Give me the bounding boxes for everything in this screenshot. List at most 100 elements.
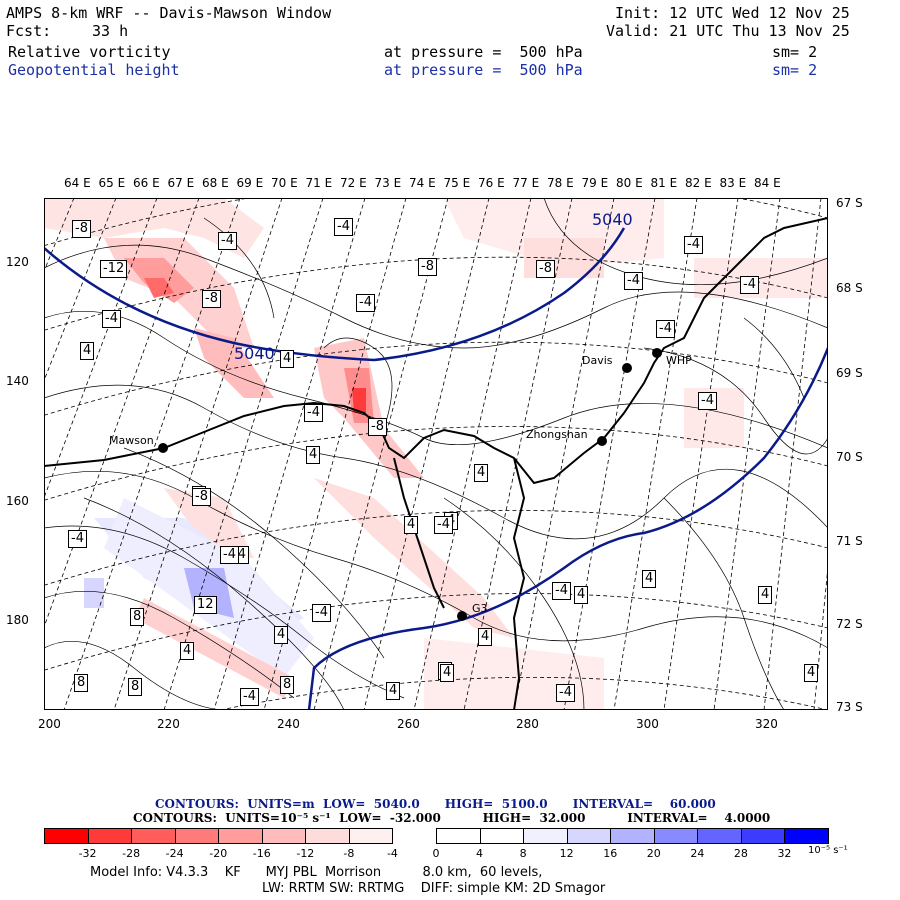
contour-label: 4	[474, 464, 489, 482]
longitude-label: 80 E	[616, 176, 643, 190]
x-tick-label: 260	[397, 717, 420, 731]
x-tick-label: 280	[516, 717, 539, 731]
station-marker	[652, 348, 662, 358]
color-bar-swatch	[697, 828, 742, 844]
contour-label: -12	[100, 260, 128, 278]
color-bar-label: -4	[386, 847, 398, 860]
y-tick-label: 180	[6, 613, 29, 627]
forecast-label: Fcst:	[6, 22, 52, 40]
contour-label: 12	[194, 596, 217, 614]
color-bar-swatch	[261, 828, 307, 844]
vorticity-contours	[44, 198, 828, 710]
station-marker	[622, 363, 632, 373]
color-bar-label: -20	[209, 847, 228, 860]
contour-label: -8	[536, 260, 555, 278]
map-frame	[44, 198, 828, 710]
height-contour-info: CONTOURS: UNITS=m LOW= 5040.0 HIGH= 5100…	[155, 797, 716, 811]
contour-label: -4	[624, 272, 643, 290]
station-label: G3	[472, 602, 488, 615]
latitude-label: 70 S	[836, 450, 863, 464]
color-bar-swatch	[653, 828, 699, 844]
color-bar-swatch	[348, 828, 394, 844]
color-bar-swatch	[436, 828, 481, 844]
color-bar-swatch	[784, 828, 829, 844]
station-label: Zhongshan	[526, 428, 588, 441]
station-label: Davis	[582, 354, 613, 367]
contour-label: -4	[656, 320, 675, 338]
contour-label: -8	[368, 418, 387, 436]
latitude-label: 69 S	[836, 366, 863, 380]
geopotential-contours	[44, 227, 828, 710]
init-time: Init: 12 UTC Wed 12 Nov 25	[615, 4, 850, 22]
color-bar-swatch	[479, 828, 525, 844]
longitude-label: 79 E	[581, 176, 609, 190]
station-marker	[158, 443, 168, 453]
station-label: Mawson	[109, 434, 154, 447]
longitude-label: 71 E	[305, 176, 333, 190]
contour-label: 4	[274, 626, 289, 644]
map-panel: -8 -4 -4 -12 -8 -4 -8 -4 -4 -4 -4 -8 4 -4 4 4 -4 4 -8 4 -4 4 -…	[44, 198, 828, 710]
contour-label: -4	[220, 546, 239, 564]
color-bar-label: 32	[777, 847, 792, 860]
longitude-label: 74 E	[409, 176, 436, 190]
color-bar-swatch	[610, 828, 655, 844]
color-bar-label: -24	[165, 847, 184, 860]
contour-label: -4	[312, 604, 331, 622]
longitude-label: 73 E	[374, 176, 402, 190]
color-bar-label: -32	[78, 847, 97, 860]
longitude-label: 77 E	[512, 176, 540, 190]
longitude-label: 81 E	[650, 176, 678, 190]
contour-label: -4	[740, 276, 759, 294]
field1-level: at pressure = 500 hPa	[384, 43, 583, 61]
contour-label: -4	[304, 404, 323, 422]
color-bar-label: -8	[343, 847, 355, 860]
contour-label: 8	[128, 678, 143, 696]
vorticity-contour-info: CONTOURS: UNITS=10⁻⁵ s⁻¹ LOW= -32.000 HI…	[133, 811, 771, 825]
color-bar-unit: 10⁻⁵ s⁻¹	[808, 845, 848, 856]
color-bar-swatch	[87, 828, 133, 844]
contour-label: -8	[418, 258, 437, 276]
color-bar-label: 0	[432, 847, 440, 860]
color-bar-label: 12	[559, 847, 574, 860]
color-bar-swatch	[44, 828, 89, 844]
color-bar-swatch	[740, 828, 786, 844]
latitude-label: 71 S	[836, 534, 863, 548]
y-tick-label: 120	[6, 255, 29, 269]
color-bar-swatch	[131, 828, 176, 844]
contour-label: -4	[218, 232, 237, 250]
station-marker	[597, 436, 607, 446]
longitude-label: 70 E	[271, 176, 298, 190]
latitude-label: 73 S	[836, 700, 863, 714]
forecast-hour: 33 h	[92, 22, 129, 40]
field2-level: at pressure = 500 hPa	[384, 61, 583, 79]
latitude-label: 67 S	[836, 196, 863, 210]
contour-label: 4	[574, 586, 589, 604]
color-bar-swatch	[218, 828, 263, 844]
contour-label: 4	[440, 664, 455, 682]
contour-label: -8	[202, 290, 221, 308]
contour-label: 4	[180, 642, 195, 660]
contour-label: 8	[130, 608, 145, 626]
color-bar-swatch	[305, 828, 350, 844]
contour-label: 4	[306, 446, 321, 464]
longitude-label: 78 E	[547, 176, 574, 190]
contour-label: -4	[102, 310, 121, 328]
contour-label: -4	[684, 236, 703, 254]
contour-label: 4	[280, 350, 295, 368]
contour-label: -4	[434, 516, 453, 534]
height-label: 5040	[592, 210, 633, 229]
field1-name: Relative vorticity	[8, 43, 171, 61]
longitude-label: 64 E	[64, 176, 91, 190]
contour-label: 8	[74, 674, 89, 692]
contour-label: -4	[356, 294, 375, 312]
contour-label: 4	[642, 570, 657, 588]
station-label: WHP	[666, 354, 692, 367]
x-tick-label: 320	[755, 717, 778, 731]
longitude-label: 66 E	[133, 176, 160, 190]
contour-label: -8	[192, 488, 211, 506]
field2-name: Geopotential height	[8, 61, 180, 79]
color-bar-swatch	[566, 828, 612, 844]
color-bar-swatch	[523, 828, 568, 844]
color-bar-label: 8	[519, 847, 527, 860]
longitude-label: 65 E	[98, 176, 126, 190]
